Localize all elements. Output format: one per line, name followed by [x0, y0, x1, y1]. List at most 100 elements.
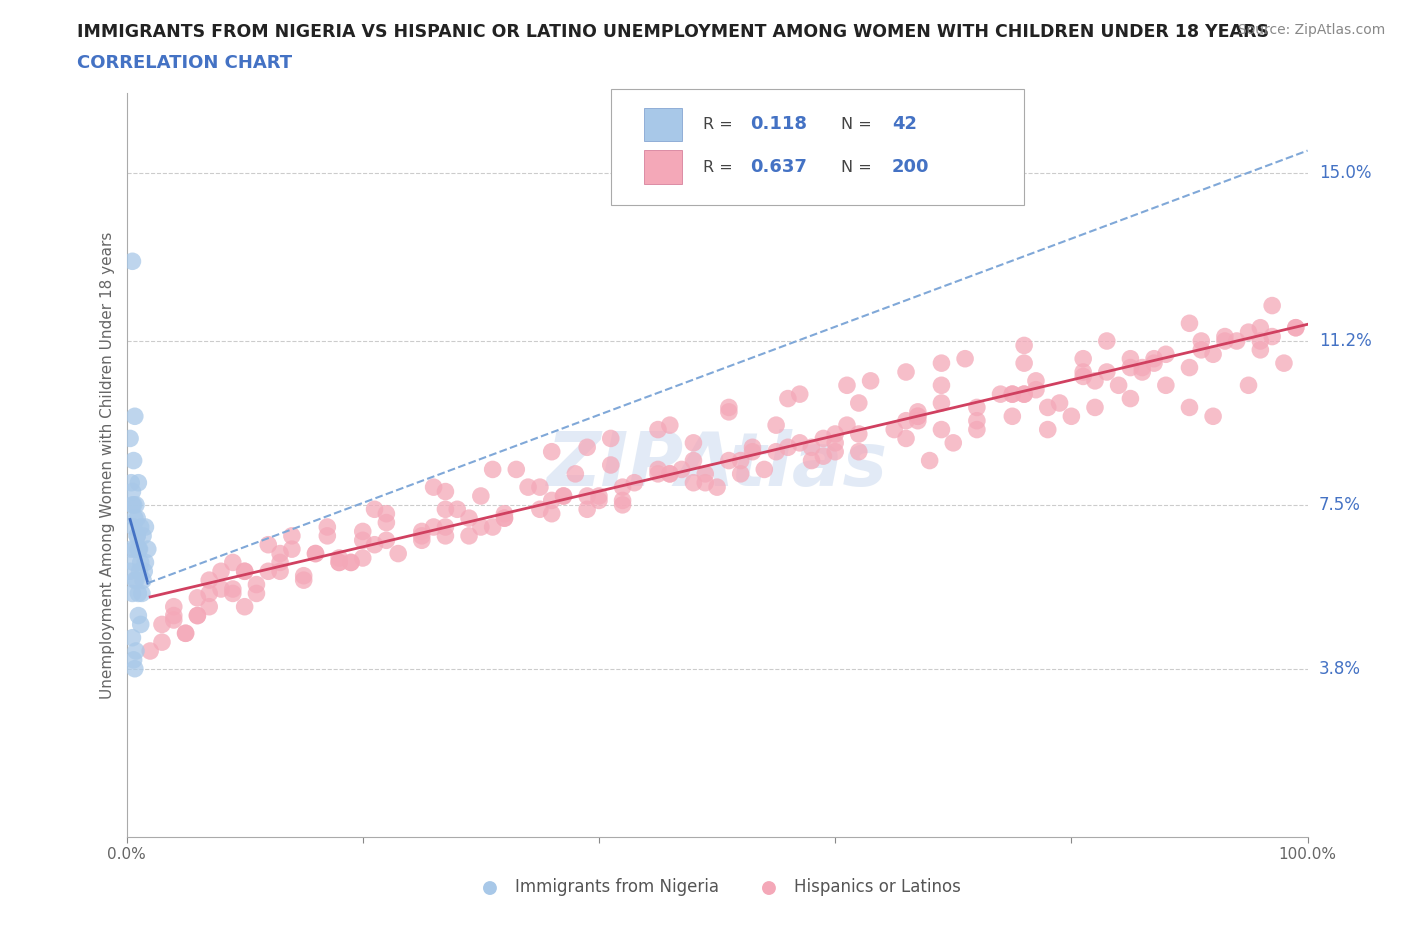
- Point: [894, 431, 917, 445]
- Point: [352, 533, 374, 548]
- Point: [1154, 347, 1177, 362]
- Point: [328, 551, 350, 565]
- Point: [174, 626, 197, 641]
- Point: [134, 564, 156, 578]
- Point: [352, 524, 374, 538]
- Point: [1189, 334, 1212, 349]
- Point: [122, 653, 145, 668]
- Point: [1154, 378, 1177, 392]
- Point: [328, 555, 350, 570]
- Point: [122, 498, 145, 512]
- Point: [813, 448, 835, 463]
- Point: [907, 409, 929, 424]
- Point: [340, 555, 363, 570]
- Point: [458, 528, 481, 543]
- Point: [765, 418, 787, 432]
- Point: [918, 453, 941, 468]
- Text: Source: ZipAtlas.com: Source: ZipAtlas.com: [1237, 23, 1385, 37]
- Point: [717, 405, 740, 419]
- Text: 11.2%: 11.2%: [1319, 332, 1371, 350]
- Point: [481, 520, 503, 535]
- Point: [517, 480, 540, 495]
- Point: [553, 488, 575, 503]
- Point: [494, 506, 516, 521]
- Point: [139, 644, 162, 658]
- Point: [576, 488, 599, 503]
- Point: [257, 538, 280, 552]
- Text: 200: 200: [891, 158, 929, 177]
- Bar: [644, 151, 682, 184]
- Point: [529, 480, 551, 495]
- Point: [1012, 355, 1035, 370]
- Point: [647, 422, 669, 437]
- Point: [1249, 334, 1271, 349]
- Point: [717, 453, 740, 468]
- Point: [1071, 365, 1094, 379]
- Point: [1237, 378, 1260, 392]
- Point: [222, 555, 245, 570]
- Point: [553, 488, 575, 503]
- Point: [835, 418, 858, 432]
- Point: [1049, 395, 1071, 410]
- Point: [1084, 374, 1107, 389]
- Point: [682, 435, 704, 450]
- Bar: [644, 108, 682, 141]
- Point: [907, 409, 929, 424]
- Point: [1261, 299, 1284, 313]
- Point: [132, 528, 155, 543]
- FancyBboxPatch shape: [610, 89, 1024, 205]
- Point: [128, 564, 150, 578]
- Point: [422, 520, 444, 535]
- Point: [124, 661, 146, 676]
- Point: [198, 599, 221, 614]
- Point: [129, 520, 152, 535]
- Point: [120, 564, 142, 578]
- Point: [174, 626, 197, 641]
- Text: R =: R =: [703, 117, 738, 132]
- Point: [540, 493, 562, 508]
- Point: [209, 581, 232, 596]
- Point: [1025, 374, 1047, 389]
- Point: [411, 524, 433, 538]
- Point: [776, 392, 799, 406]
- Point: [198, 573, 221, 588]
- Point: [776, 440, 799, 455]
- Point: [125, 498, 148, 512]
- Point: [647, 467, 669, 482]
- Point: [588, 488, 610, 503]
- Point: [470, 488, 492, 503]
- Point: [1249, 320, 1271, 335]
- Point: [387, 546, 409, 561]
- Point: [931, 355, 953, 370]
- Point: [127, 528, 149, 543]
- Point: [128, 541, 150, 556]
- Point: [730, 453, 752, 468]
- Point: [1071, 352, 1094, 366]
- Point: [120, 475, 142, 490]
- Point: [848, 395, 870, 410]
- Point: [859, 374, 882, 389]
- Point: [1261, 329, 1284, 344]
- Point: [754, 462, 776, 477]
- Point: [765, 445, 787, 459]
- Point: [127, 475, 149, 490]
- Point: [222, 581, 245, 596]
- Point: [434, 528, 457, 543]
- Point: [1143, 355, 1166, 370]
- Point: [1036, 422, 1059, 437]
- Point: [245, 586, 267, 601]
- Point: [800, 453, 823, 468]
- Point: [1178, 316, 1201, 331]
- Point: [122, 520, 145, 535]
- Point: [150, 634, 173, 649]
- Point: [124, 409, 146, 424]
- Point: [907, 413, 929, 428]
- Point: [1272, 355, 1295, 370]
- Point: [1285, 320, 1308, 335]
- Point: [458, 511, 481, 525]
- Point: [124, 511, 146, 525]
- Point: [494, 511, 516, 525]
- Point: [127, 511, 149, 525]
- Point: [658, 467, 681, 482]
- Text: 0.637: 0.637: [751, 158, 807, 177]
